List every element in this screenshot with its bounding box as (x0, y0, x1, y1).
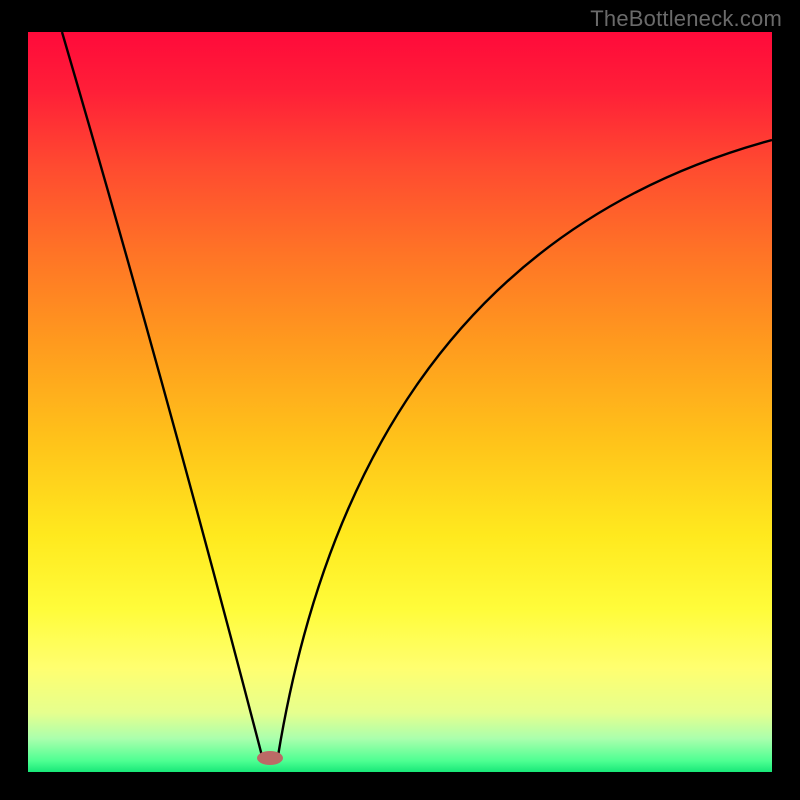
plot-area (28, 32, 772, 772)
chart-svg (28, 32, 772, 772)
minimum-marker (257, 751, 283, 765)
gradient-background (28, 32, 772, 772)
watermark-text: TheBottleneck.com (590, 6, 782, 32)
